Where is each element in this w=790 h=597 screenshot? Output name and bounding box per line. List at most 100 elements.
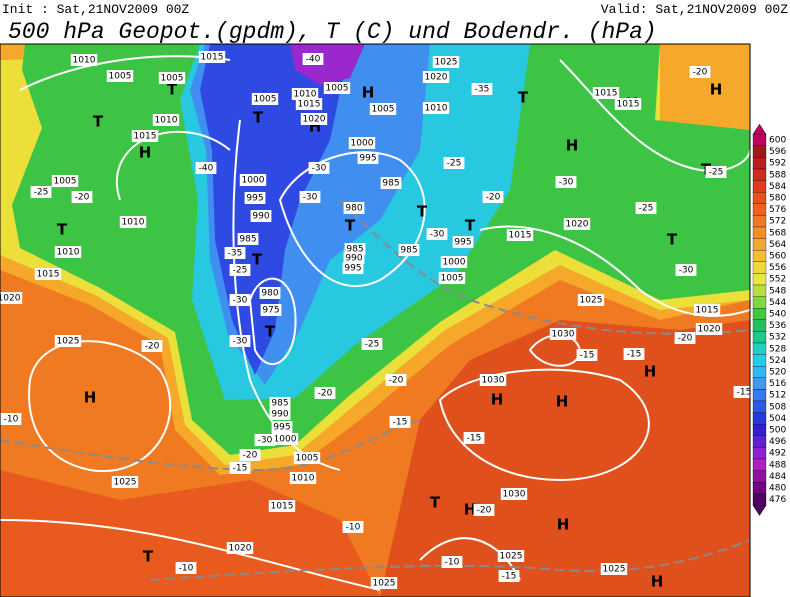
pressure-center: H bbox=[710, 81, 723, 99]
isobar-label: 990 bbox=[271, 410, 288, 420]
temperature-label-box bbox=[482, 191, 504, 203]
temperature-label: -30 bbox=[233, 296, 248, 306]
temperature-label: -25 bbox=[233, 266, 248, 276]
isobar-label-box bbox=[369, 103, 397, 115]
isobar-label-box bbox=[343, 252, 365, 264]
isobar-label: 995 bbox=[246, 194, 263, 204]
temperature-label: -20 bbox=[693, 68, 708, 78]
pressure-center: H bbox=[557, 516, 570, 534]
temperature-label: -15 bbox=[627, 350, 642, 360]
temperature-label-box bbox=[555, 176, 577, 188]
isobar-label-box bbox=[226, 542, 254, 554]
isobar-label: 1015 bbox=[271, 502, 294, 512]
temperature-label-box bbox=[463, 432, 485, 444]
isobar-label-box bbox=[250, 210, 272, 222]
temperature-label-box bbox=[635, 202, 657, 214]
map-frame bbox=[0, 43, 751, 597]
legend-label: 512 bbox=[769, 391, 786, 401]
isobar-label-box bbox=[198, 51, 226, 63]
temperature-label: -10 bbox=[445, 558, 460, 568]
temperature-label: -20 bbox=[678, 334, 693, 344]
isobar-label-box bbox=[693, 304, 721, 316]
pressure-center: T bbox=[667, 231, 678, 249]
temperature-label: -30 bbox=[312, 164, 327, 174]
temperature-label: -10 bbox=[4, 415, 19, 425]
isobar-label-box bbox=[577, 294, 605, 306]
temperature-label-box bbox=[705, 166, 727, 178]
temperature-label: -20 bbox=[145, 342, 160, 352]
isobar-label-box bbox=[152, 114, 180, 126]
temperature-label: -30 bbox=[258, 436, 273, 446]
legend-label: 552 bbox=[769, 275, 786, 285]
legend-label: 484 bbox=[769, 472, 786, 482]
isobar-label: 1030 bbox=[503, 490, 526, 500]
pressure-center: T bbox=[93, 113, 104, 131]
temperature-label-box bbox=[299, 191, 321, 203]
temperature-label-box bbox=[623, 348, 645, 360]
legend-swatch bbox=[752, 424, 767, 436]
isobar-label-box bbox=[269, 397, 291, 409]
legend-label: 560 bbox=[769, 252, 786, 262]
isobar-label: 1010 bbox=[57, 248, 80, 258]
pressure-center: T bbox=[265, 323, 276, 341]
isobar-label-box bbox=[293, 452, 321, 464]
legend-swatch bbox=[752, 331, 767, 344]
legend-swatch bbox=[752, 168, 767, 181]
temperature-label-box bbox=[71, 191, 93, 203]
isobar-label-box bbox=[54, 246, 82, 258]
legend-swatch bbox=[752, 226, 767, 239]
isobar-label: 1015 bbox=[696, 306, 719, 316]
isobar-label-box bbox=[323, 82, 351, 94]
isotherms bbox=[0, 199, 750, 581]
legend-label: 496 bbox=[769, 437, 786, 447]
isobar-label: 1005 bbox=[254, 95, 277, 105]
isobar-label-box bbox=[131, 130, 159, 142]
temperature-label-box bbox=[229, 335, 251, 347]
isobar-label: 990 bbox=[345, 254, 362, 264]
isobar-label-box bbox=[479, 374, 507, 386]
isobar-label: 980 bbox=[261, 289, 278, 299]
isobar-label-box bbox=[614, 98, 642, 110]
temperature-label: -20 bbox=[477, 506, 492, 516]
pressure-center: T bbox=[345, 217, 356, 235]
temperature-label: -15 bbox=[737, 388, 752, 398]
isobar-label: 1005 bbox=[54, 177, 77, 187]
legend-label: 532 bbox=[769, 333, 786, 343]
isobar-label-box bbox=[0, 292, 23, 304]
isotherm bbox=[0, 419, 421, 472]
isobar bbox=[0, 519, 381, 591]
isobar-label: 1000 bbox=[242, 176, 265, 186]
isobar-label-box bbox=[54, 335, 82, 347]
legend-swatch bbox=[752, 308, 767, 320]
isobar-label-box bbox=[300, 113, 328, 125]
isobar-label: 1025 bbox=[435, 58, 458, 68]
pressure-center: T bbox=[417, 203, 428, 221]
isobar-label-box bbox=[506, 229, 534, 241]
isobar-label-box bbox=[438, 272, 466, 284]
legend-swatch bbox=[752, 470, 767, 483]
legend-label: 508 bbox=[769, 402, 786, 412]
isobar-label: 1030 bbox=[482, 376, 505, 386]
pressure-center: H bbox=[362, 84, 375, 102]
legend-swatch bbox=[752, 296, 767, 309]
pressure-center: T bbox=[430, 494, 441, 512]
isobar-label: 1005 bbox=[161, 74, 184, 84]
temperature-label: -25 bbox=[365, 340, 380, 350]
legend-swatch bbox=[752, 354, 767, 367]
legend-swatch bbox=[752, 273, 767, 286]
pressure-center: T bbox=[465, 217, 476, 235]
legend-label: 580 bbox=[769, 194, 786, 204]
isobar-label-box bbox=[119, 216, 147, 228]
pressure-center: H bbox=[491, 391, 504, 409]
temperature-label-box bbox=[498, 570, 520, 582]
legend-swatch bbox=[752, 458, 767, 471]
temperature-label-box bbox=[674, 332, 696, 344]
temperature-label-box bbox=[675, 264, 697, 276]
isobar-label-box bbox=[357, 152, 379, 164]
pressure-center: H bbox=[84, 389, 97, 407]
temperature-label-box bbox=[308, 162, 330, 174]
isobar-label-box bbox=[348, 137, 376, 149]
temperature-label-box bbox=[689, 66, 711, 78]
isobar-label-box bbox=[259, 287, 281, 299]
